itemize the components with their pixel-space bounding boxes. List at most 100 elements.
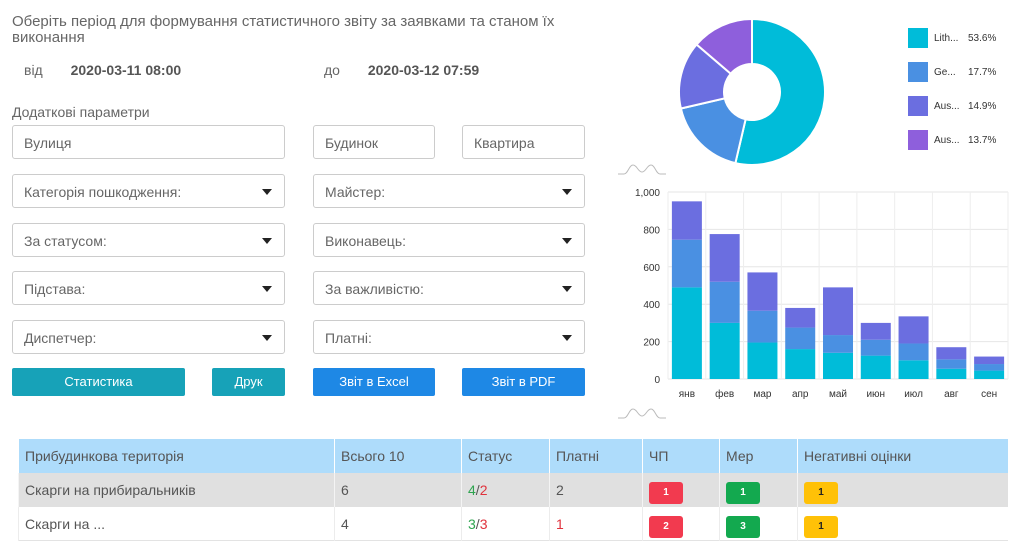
bar-segment[interactable] <box>936 347 967 360</box>
additional-params-title: Додаткові параметри <box>12 104 150 120</box>
pie-slice[interactable] <box>679 97 747 165</box>
bar-segment[interactable] <box>974 356 1005 365</box>
bar-chart: 0 200 400 600 800 1,000 янв фев мар апр май июн июл а… <box>618 180 1016 402</box>
bar-segment[interactable] <box>936 368 967 379</box>
print-button[interactable]: Друк <box>212 368 285 396</box>
column-header[interactable]: Негативні оцінки <box>797 439 1008 473</box>
dispatcher-select[interactable]: Диспетчер: <box>12 320 285 354</box>
y-tick-label: 400 <box>643 300 660 311</box>
status-separator: / <box>475 516 480 532</box>
column-header[interactable]: Всього 10 <box>334 439 461 473</box>
mer-badge[interactable]: 1 <box>726 482 760 504</box>
status-done-count: 4 <box>468 482 476 498</box>
street-input[interactable]: Вулиця <box>12 125 285 159</box>
chp-badge[interactable]: 1 <box>649 482 683 504</box>
bar-segment[interactable] <box>898 343 929 361</box>
bar-segment[interactable] <box>860 339 891 356</box>
period-from-label: від <box>24 62 43 78</box>
building-placeholder: Будинок <box>325 135 379 151</box>
period-from[interactable]: від 2020-03-11 08:00 <box>24 62 181 78</box>
bar-segment[interactable] <box>974 364 1005 371</box>
bar-segment[interactable] <box>936 359 967 369</box>
basis-select[interactable]: Підстава: <box>12 271 285 305</box>
caret-down-icon <box>562 189 572 195</box>
importance-label: За важливістю: <box>325 281 424 297</box>
bar-segment[interactable] <box>785 349 816 379</box>
negative-badge[interactable]: 1 <box>804 516 838 538</box>
status-done-count: 3 <box>468 516 476 532</box>
bar-segment[interactable] <box>747 310 778 343</box>
x-tick-label: фев <box>715 388 734 400</box>
period-to[interactable]: до 2020-03-12 07:59 <box>324 62 479 78</box>
legend-value: 13.7% <box>968 135 997 146</box>
pdf-report-button[interactable]: Звіт в PDF <box>462 368 585 396</box>
paid-count: 1 <box>556 516 564 532</box>
row-name: Скарги на прибиральників <box>18 473 334 507</box>
table-row[interactable]: Скарги на прибиральників 6 4/2 2 1 1 1 <box>18 473 1008 507</box>
dispatcher-label: Диспетчер: <box>24 330 97 346</box>
bar-segment[interactable] <box>747 342 778 379</box>
bar-segment[interactable] <box>709 281 740 323</box>
bar-segment[interactable] <box>671 287 702 379</box>
caret-down-icon <box>562 286 572 292</box>
period-to-label: до <box>324 62 340 78</box>
column-header[interactable]: Платні <box>549 439 642 473</box>
bar-segment[interactable] <box>709 234 740 282</box>
bar-segment[interactable] <box>785 327 816 350</box>
legend-label: Ge... <box>934 67 956 78</box>
wave-icon <box>618 164 666 175</box>
wave-icon <box>618 408 666 419</box>
importance-select[interactable]: За важливістю: <box>313 271 585 305</box>
bar-segment[interactable] <box>823 352 853 379</box>
table-row[interactable]: Скарги на ... 4 3/3 1 2 3 1 <box>18 507 1008 541</box>
bar-segment[interactable] <box>747 272 778 311</box>
bar-segment[interactable] <box>898 360 929 379</box>
basis-label: Підстава: <box>24 281 86 297</box>
bar-segment[interactable] <box>974 370 1005 379</box>
row-paid: 1 <box>549 507 642 541</box>
statistics-button[interactable]: Статистика <box>12 368 185 396</box>
legend-label: Aus... <box>934 101 960 112</box>
y-tick-label: 800 <box>643 225 660 236</box>
caret-down-icon <box>262 335 272 341</box>
executor-select[interactable]: Виконавець: <box>313 223 585 257</box>
legend-label: Aus... <box>934 135 960 146</box>
damage-category-select[interactable]: Категорія пошкодження: <box>12 174 285 208</box>
bar-segment[interactable] <box>823 287 853 336</box>
paid-label: Платні: <box>325 330 372 346</box>
column-header[interactable]: Статус <box>461 439 549 473</box>
row-mer: 1 <box>719 473 797 507</box>
period-to-value[interactable]: 2020-03-12 07:59 <box>367 62 480 78</box>
mer-badge[interactable]: 3 <box>726 516 760 538</box>
column-header[interactable]: ЧП <box>642 439 719 473</box>
apartment-input[interactable]: Квартира <box>462 125 585 159</box>
bar-segment[interactable] <box>671 239 702 288</box>
pie-chart <box>672 12 832 172</box>
building-input[interactable]: Будинок <box>313 125 435 159</box>
legend-swatch <box>908 62 928 82</box>
status-select[interactable]: За статусом: <box>12 223 285 257</box>
pie-slice[interactable] <box>734 17 826 166</box>
excel-report-button[interactable]: Звіт в Excel <box>313 368 435 396</box>
paid-select[interactable]: Платні: <box>313 320 585 354</box>
bar-segment[interactable] <box>671 201 702 240</box>
bar-segment[interactable] <box>823 335 853 353</box>
bar-segment[interactable] <box>860 322 891 340</box>
period-from-value[interactable]: 2020-03-11 08:00 <box>70 62 182 78</box>
master-select[interactable]: Майстер: <box>313 174 585 208</box>
page-title: Оберіть період для формування статистичн… <box>12 13 555 46</box>
caret-down-icon <box>262 286 272 292</box>
executor-label: Виконавець: <box>325 233 407 249</box>
column-header[interactable]: Мер <box>719 439 797 473</box>
legend-swatch <box>908 96 928 116</box>
bar-segment[interactable] <box>860 355 891 379</box>
column-header[interactable]: Прибудинкова територія <box>18 439 334 473</box>
chp-badge[interactable]: 2 <box>649 516 683 538</box>
bar-segment[interactable] <box>709 322 740 379</box>
x-tick-label: июл <box>904 389 923 400</box>
pie-slice[interactable] <box>695 17 753 76</box>
row-total: 4 <box>334 507 461 541</box>
bar-segment[interactable] <box>785 307 816 328</box>
bar-segment[interactable] <box>898 316 929 344</box>
negative-badge[interactable]: 1 <box>804 482 838 504</box>
